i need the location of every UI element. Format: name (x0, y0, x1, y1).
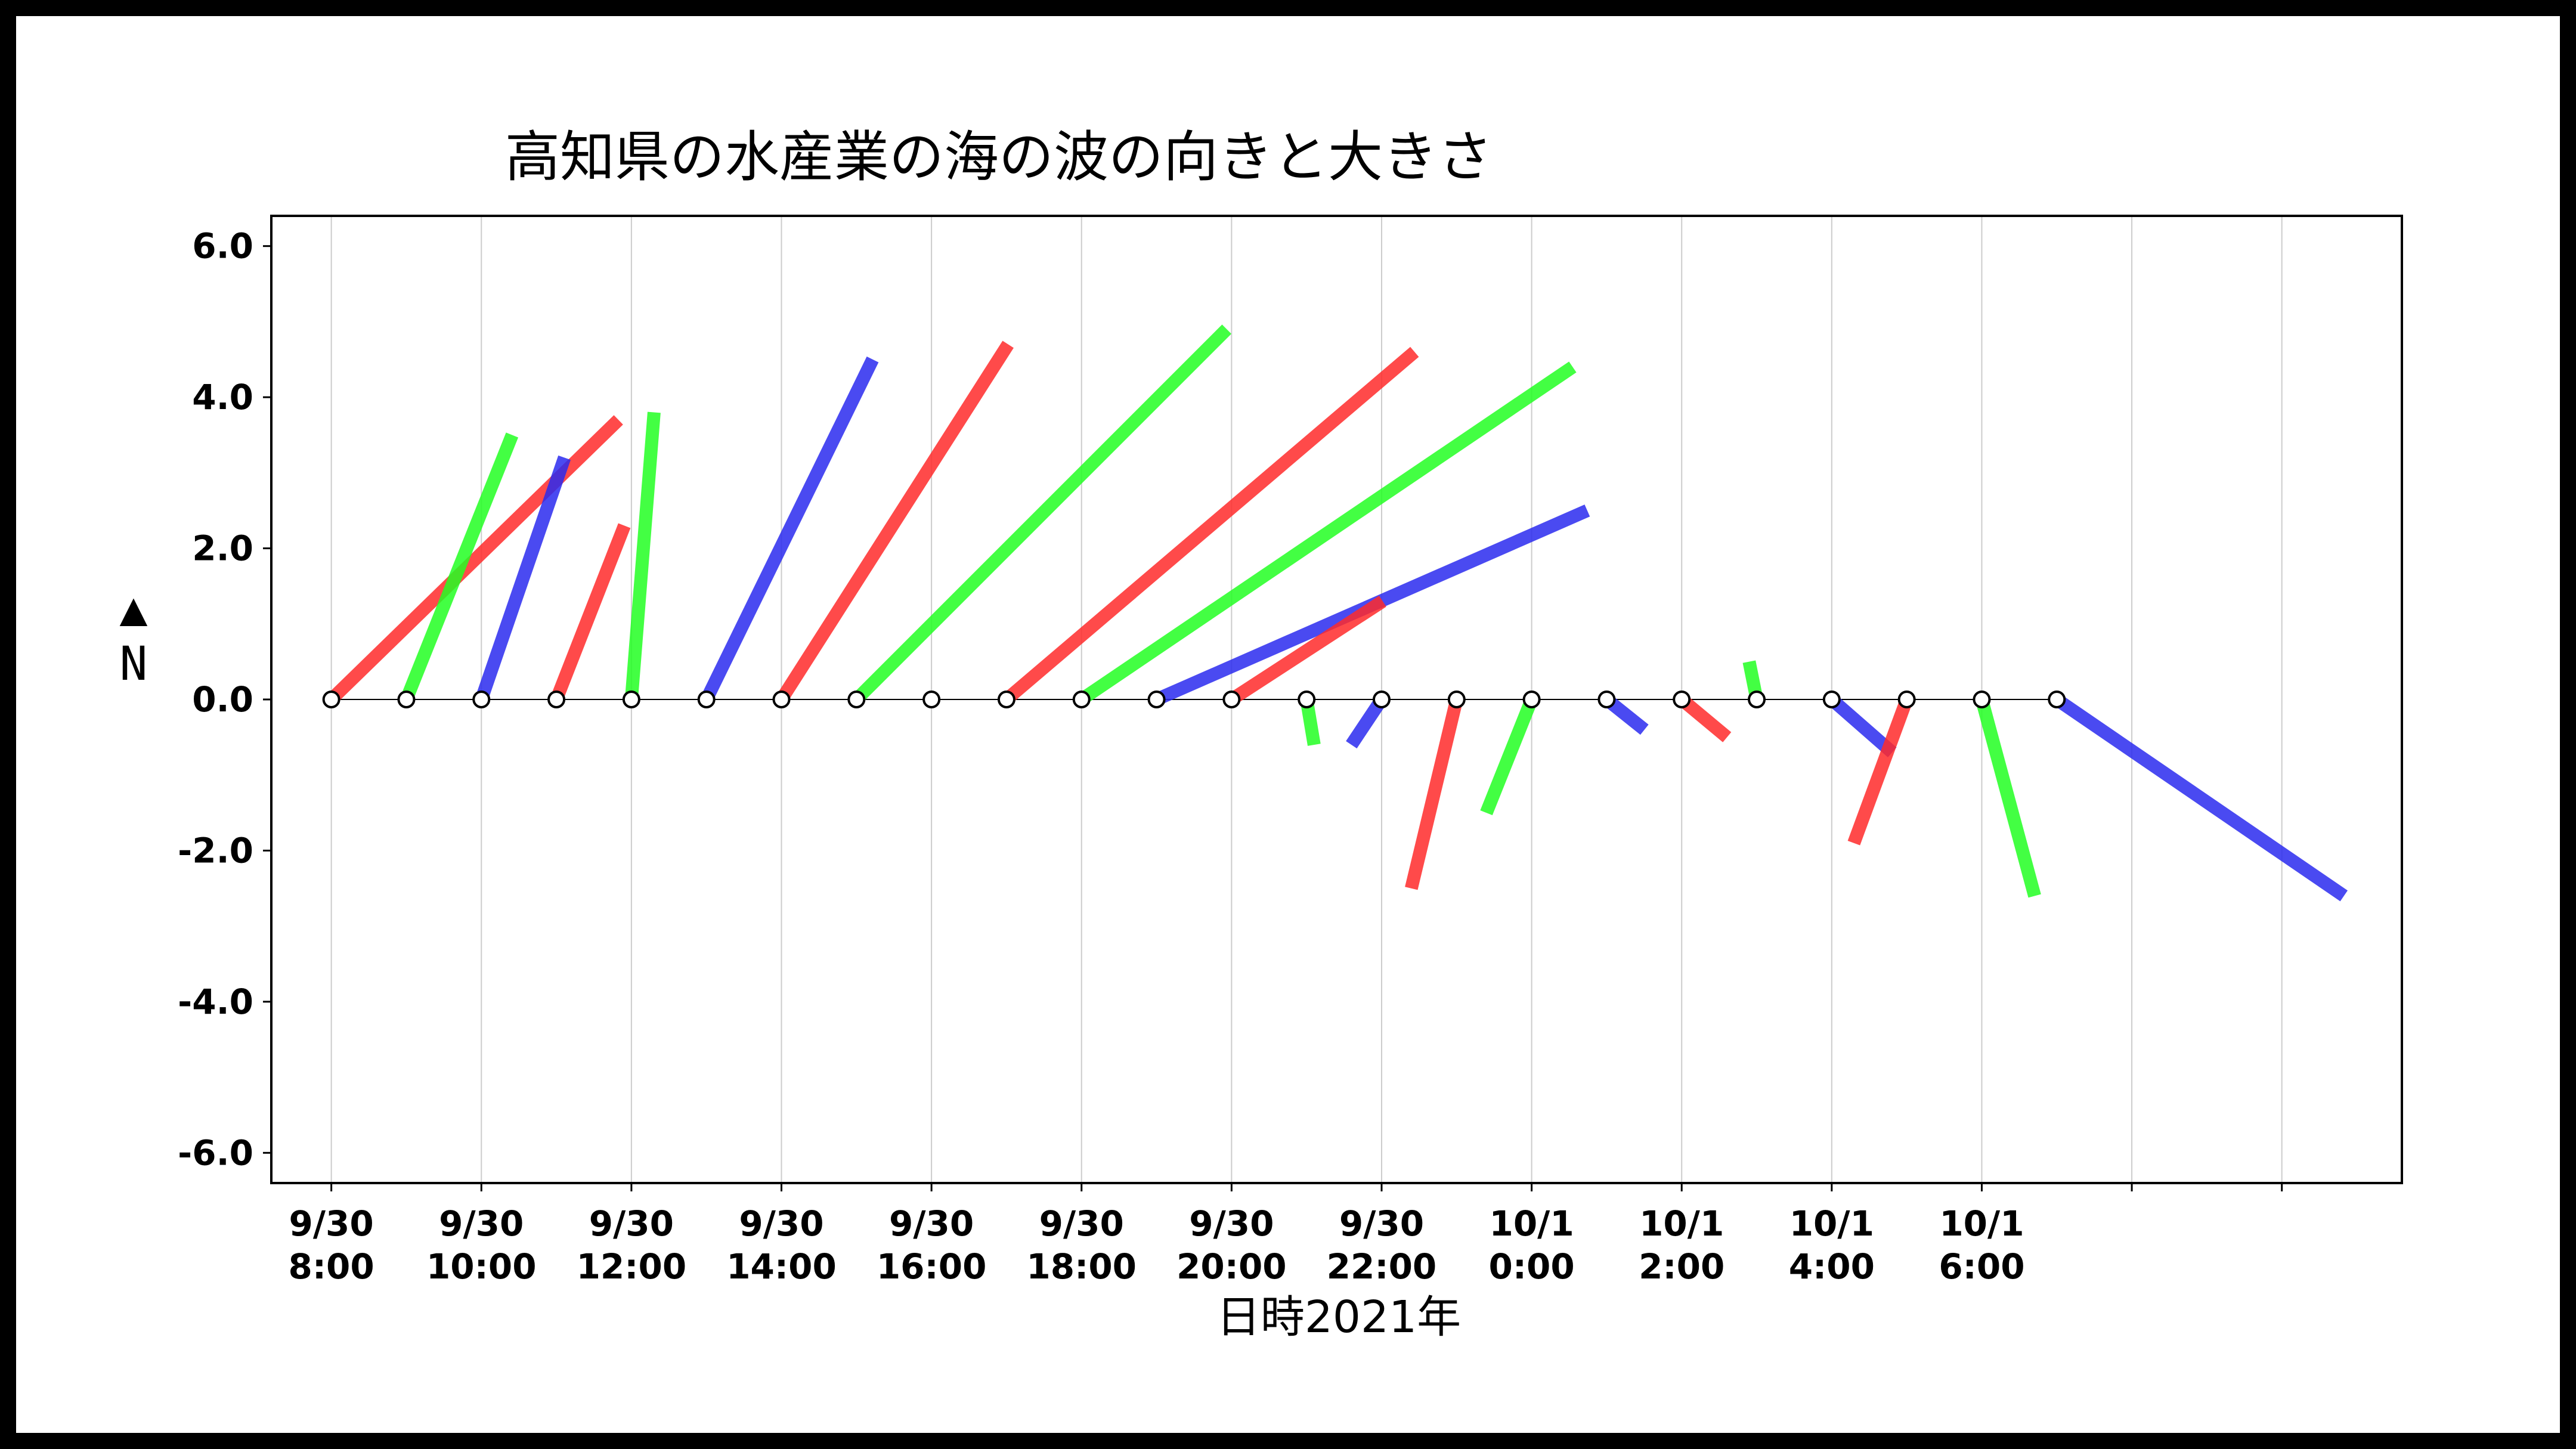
y-tick-label: -4.0 (178, 982, 253, 1022)
x-tick-date: 10/1 (1789, 1203, 1874, 1244)
vector-origin (1748, 691, 1766, 708)
vector-origin (922, 691, 941, 708)
x-tick-date: 9/30 (589, 1203, 674, 1244)
x-tick-label: 9/30 20:00 (1176, 1203, 1287, 1287)
y-tick-label: 2.0 (192, 528, 253, 569)
vector-origin-markers (322, 691, 2066, 708)
wave-vector (1078, 361, 1577, 705)
x-tick-time: 16:00 (877, 1246, 987, 1287)
x-tick-date: 9/30 (1039, 1203, 1124, 1244)
x-axis-label: 日時2021年 (1216, 1292, 1461, 1343)
x-tick-date: 9/30 (439, 1203, 524, 1244)
wave-vector (1480, 696, 1538, 816)
y-tick-label: 0.0 (192, 679, 253, 720)
x-tick-time: 18:00 (1026, 1246, 1137, 1287)
x-tick-date: 9/30 (889, 1203, 974, 1244)
x-tick-time: 22:00 (1327, 1246, 1437, 1287)
x-tick-date: 9/30 (1189, 1203, 1274, 1244)
wave-vector (400, 432, 519, 702)
x-tick-label: 9/30 22:00 (1327, 1203, 1437, 1287)
x-tick-time: 8:00 (289, 1246, 374, 1287)
vector-origin (1973, 691, 1991, 708)
vector-origin (1897, 691, 1916, 708)
wave-vector (1677, 694, 1732, 742)
vector-origin (397, 691, 416, 708)
vector-origin (1222, 691, 1241, 708)
vector-origin (2048, 691, 2066, 708)
x-tick-time: 0:00 (1488, 1246, 1574, 1287)
wave-vector (776, 340, 1014, 703)
vector-origin (1597, 691, 1616, 708)
y-axis-ticks: 6.0 4.0 2.0 0.0 -2.0 -4.0 -6.0 (178, 226, 271, 1173)
wave-vector (700, 356, 879, 702)
wave-vector (1405, 698, 1463, 890)
x-tick-label: 9/30 8:00 (289, 1203, 374, 1287)
vector-origin (547, 691, 566, 708)
wave-vector (1002, 346, 1419, 705)
vector-origin (1372, 691, 1391, 708)
x-tick-time: 14:00 (726, 1246, 837, 1287)
x-tick-date: 10/1 (1639, 1203, 1724, 1244)
x-tick-label: 10/1 6:00 (1939, 1203, 2024, 1287)
x-tick-label: 9/30 16:00 (877, 1203, 987, 1287)
x-tick-time: 10:00 (426, 1246, 537, 1287)
x-tick-time: 2:00 (1639, 1246, 1724, 1287)
y-tick-label: 4.0 (192, 377, 253, 417)
chart-frame: 高知県の水産業の海の波の向きと大きさ 6.0 4.0 2.0 0.0 -2.0 -4.0 -… (16, 16, 2560, 1433)
vector-origin (1147, 691, 1166, 708)
wave-vector (550, 523, 631, 702)
x-tick-time: 12:00 (577, 1246, 687, 1287)
x-tick-date: 10/1 (1489, 1203, 1574, 1244)
vector-origin (997, 691, 1015, 708)
x-tick-label: 10/1 4:00 (1789, 1203, 1875, 1287)
vector-origin (772, 691, 791, 708)
wave-vector (1228, 596, 1386, 705)
wave-vector (624, 411, 661, 700)
x-tick-label: 9/30 18:00 (1026, 1203, 1137, 1287)
vector-origin (1522, 691, 1541, 708)
x-tick-label: 9/30 12:00 (577, 1203, 687, 1287)
vector-origin (472, 691, 491, 708)
x-tick-time: 20:00 (1176, 1246, 1287, 1287)
x-tick-label: 9/30 14:00 (726, 1203, 837, 1287)
wave-vector (1847, 697, 1913, 846)
wave-vector-chart: 高知県の水産業の海の波の向きと大きさ 6.0 4.0 2.0 0.0 -2.0 -4.0 -… (120, 125, 2403, 1343)
wave-vector (2053, 693, 2348, 902)
vector-origin (1298, 691, 1316, 708)
y-tick-label: -2.0 (178, 830, 253, 871)
wave-vector (852, 324, 1232, 704)
wave-vector (1975, 698, 2041, 898)
x-tick-label: 10/1 0:00 (1488, 1203, 1574, 1287)
x-tick-time: 4:00 (1789, 1246, 1875, 1287)
wave-vector (475, 455, 571, 702)
x-tick-time: 6:00 (1939, 1246, 2024, 1287)
vector-origin (622, 691, 640, 708)
north-arrow-marker: ▲ (120, 582, 148, 636)
y-tick-label: -6.0 (178, 1132, 253, 1173)
x-tick-date: 9/30 (1339, 1203, 1424, 1244)
vector-origin (1447, 691, 1466, 708)
wave-vector (326, 415, 623, 704)
vector-origin (847, 691, 866, 708)
x-tick-date: 9/30 (739, 1203, 823, 1244)
vector-origin (1822, 691, 1841, 708)
x-tick-date: 9/30 (289, 1203, 374, 1244)
x-tick-label: 10/1 2:00 (1639, 1203, 1724, 1287)
x-tick-date: 10/1 (1939, 1203, 2024, 1244)
y-axis-label: N (120, 637, 148, 691)
chart-title: 高知県の水産業の海の波の向きと大きさ (505, 125, 1493, 189)
vector-origin (697, 691, 716, 708)
wave-vector (1346, 695, 1388, 749)
y-tick-label: 6.0 (192, 226, 253, 267)
x-axis-ticks: 9/30 8:009/30 10:009/30 12:009/30 14:009/30 1… (289, 1183, 2283, 1287)
vector-origin (1673, 691, 1691, 708)
wave-vectors (326, 324, 2348, 902)
vector-origin (1072, 691, 1091, 708)
vector-origin (322, 691, 340, 708)
x-tick-label: 9/30 10:00 (426, 1203, 537, 1287)
wave-vector (1827, 694, 1897, 757)
